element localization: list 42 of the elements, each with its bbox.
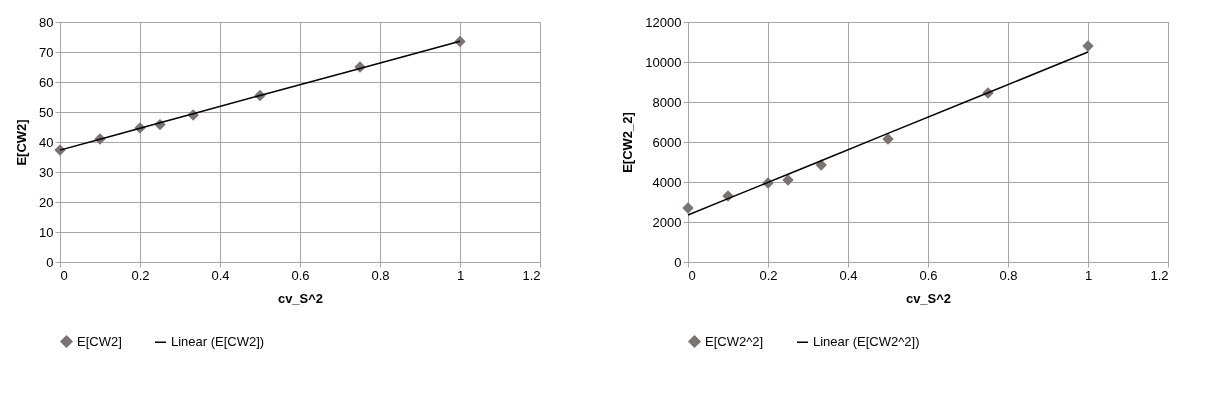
y-tick-label: 4000 [652,174,682,190]
y-tick-label: 20 [39,194,54,210]
point [682,202,694,214]
y-tick-label: 6000 [652,134,682,150]
point [782,174,794,186]
y-tick-label: 0 [46,254,54,270]
legend-label: Linear (E[CW2^2]) [813,334,920,350]
x-axis-title: cv_S^2 [277,290,324,306]
x-tick-label: 0.8 [999,267,1018,283]
y-axis-title: E[CW2_2] [620,112,636,173]
y-tick-label: 70 [39,44,54,60]
legend-label: E[CW2^2] [705,333,764,349]
x-tick-label: 1.2 [522,267,541,283]
x-tick-label: 0 [60,267,68,283]
point [1082,40,1094,52]
y-tick-label: 12000 [645,14,682,30]
x-tick-label: 0 [688,267,696,283]
x-tick-label: 0.4 [211,267,230,283]
x-tick-label: 0.2 [131,267,150,283]
y-tick-label: 10000 [645,54,682,70]
legend-label: Linear (E[CW2]) [171,334,265,350]
x-tick-label: 0.8 [371,267,390,283]
y-tick-label: 8000 [652,94,682,110]
x-tick-label: 1 [456,267,465,283]
y-tick-label: 30 [39,164,54,180]
y-tick-label: 60 [39,74,54,90]
y-axis-title: E[CW2] [14,119,30,166]
y-tick-label: 40 [39,134,54,150]
y-tick-label: 50 [39,104,54,120]
y-tick-label: 80 [39,14,54,30]
x-tick-label: 1.2 [1150,267,1169,283]
x-tick-label: 0.6 [919,267,938,283]
y-tick-label: 10 [39,224,54,240]
x-tick-label: 0.6 [291,267,310,283]
y-tick-label: 2000 [652,214,682,230]
x-tick-label: 1 [1084,267,1093,283]
x-tick-label: 0.4 [839,267,858,283]
point [882,133,894,145]
y-tick-label: 0 [674,254,682,270]
x-axis-title: cv_S^2 [905,290,952,306]
x-tick-label: 0.2 [759,267,778,283]
legend-label: E[CW2] [77,333,122,349]
